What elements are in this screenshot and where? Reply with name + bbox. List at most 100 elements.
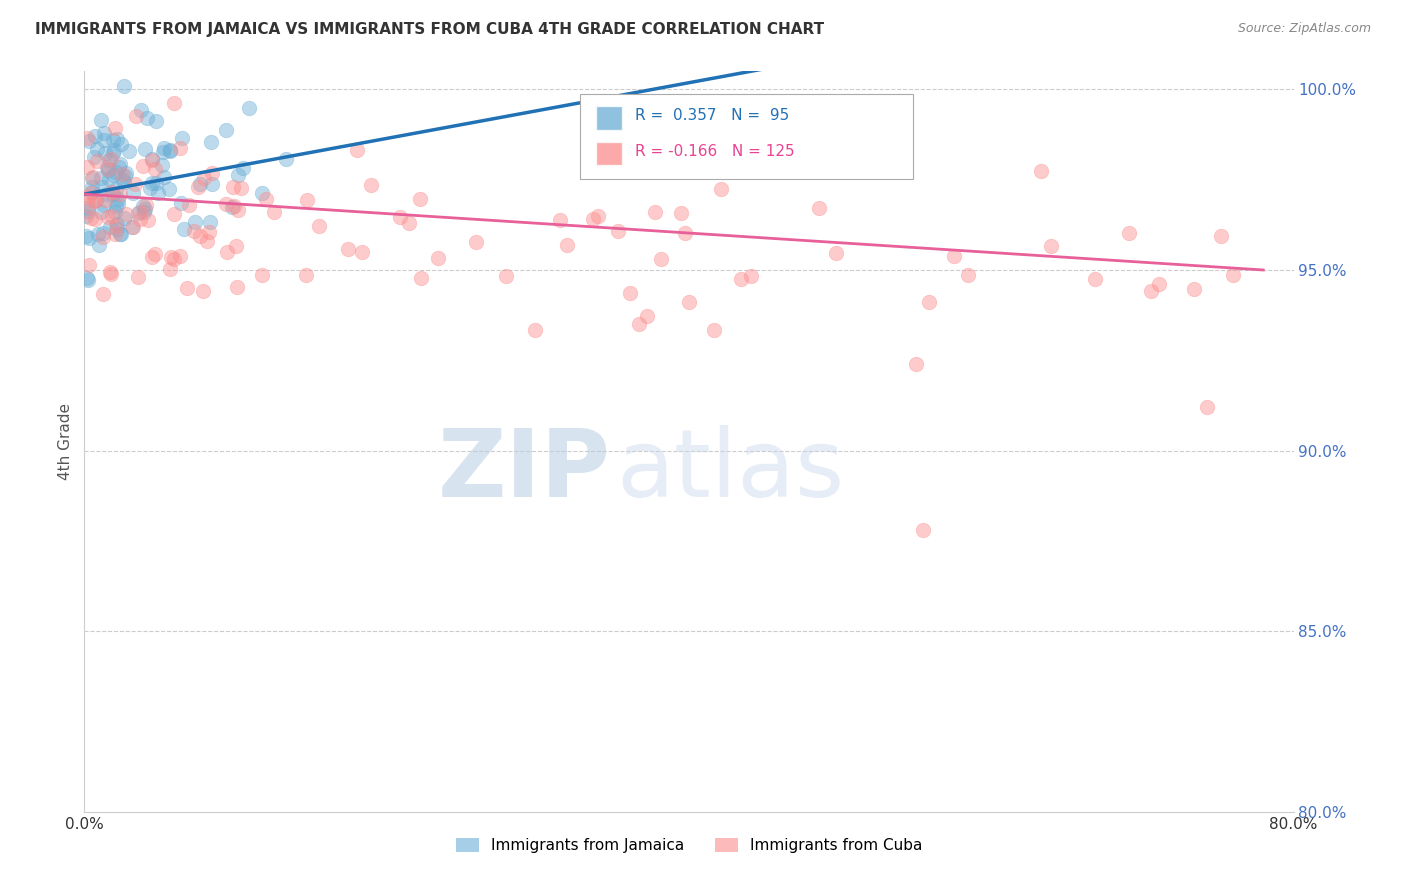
Point <box>141 250 163 264</box>
Point <box>276 152 298 166</box>
Point <box>193 170 215 185</box>
Point <box>170 131 193 145</box>
Point <box>87 227 110 242</box>
Point <box>101 185 124 199</box>
Point <box>112 211 135 226</box>
Point <box>740 268 762 283</box>
Point <box>145 114 167 128</box>
Point <box>107 161 129 175</box>
Point <box>93 126 115 140</box>
Point <box>408 192 430 206</box>
Point <box>162 252 184 267</box>
Point <box>198 215 221 229</box>
Text: ZIP: ZIP <box>437 425 610 517</box>
Point <box>86 142 108 156</box>
Point <box>191 285 214 299</box>
Point <box>524 322 547 336</box>
Point <box>143 162 166 177</box>
FancyBboxPatch shape <box>581 94 912 178</box>
Point <box>98 220 121 235</box>
Point <box>1118 226 1140 240</box>
Point <box>132 159 155 173</box>
Point <box>93 287 115 301</box>
Point <box>77 190 100 204</box>
Point <box>132 199 155 213</box>
Point <box>619 286 641 301</box>
Point <box>943 249 966 263</box>
Point <box>114 169 136 183</box>
Point <box>136 111 159 125</box>
Point <box>163 95 186 110</box>
Point <box>157 182 180 196</box>
Point <box>138 181 160 195</box>
Point <box>398 216 420 230</box>
Point <box>90 171 112 186</box>
Point <box>346 144 368 158</box>
Point <box>221 180 243 194</box>
Point <box>159 143 181 157</box>
Point <box>411 271 433 285</box>
Point <box>107 192 129 206</box>
Point <box>215 196 238 211</box>
Point <box>83 194 105 208</box>
Point <box>215 245 238 260</box>
Point <box>104 219 127 233</box>
Point <box>132 205 155 219</box>
Point <box>136 213 159 227</box>
Point <box>129 103 152 117</box>
Point <box>115 207 138 221</box>
Point <box>198 225 221 239</box>
Point <box>710 182 733 196</box>
Point <box>122 186 145 201</box>
Text: atlas: atlas <box>616 425 845 517</box>
Point <box>957 268 980 283</box>
Point <box>1182 282 1205 296</box>
Point <box>153 141 176 155</box>
Point <box>586 209 609 223</box>
Point <box>127 206 149 220</box>
Point <box>76 130 98 145</box>
Point <box>80 211 103 225</box>
Point <box>107 197 129 211</box>
Point <box>254 192 277 206</box>
Point <box>250 186 273 200</box>
Point <box>1084 272 1107 286</box>
Point <box>226 168 249 182</box>
Point <box>263 204 285 219</box>
Point <box>97 210 120 224</box>
Point <box>91 226 114 240</box>
Point <box>105 217 128 231</box>
Point <box>80 185 103 199</box>
Point <box>122 220 145 235</box>
Point <box>1222 268 1244 282</box>
Point <box>427 252 450 266</box>
Text: IMMIGRANTS FROM JAMAICA VS IMMIGRANTS FROM CUBA 4TH GRADE CORRELATION CHART: IMMIGRANTS FROM JAMAICA VS IMMIGRANTS FR… <box>35 22 824 37</box>
Point <box>904 357 927 371</box>
Point <box>110 136 132 151</box>
Point <box>297 193 319 207</box>
Point <box>94 146 117 161</box>
Text: R = -0.166   N = 125: R = -0.166 N = 125 <box>634 144 794 159</box>
Point <box>112 173 135 187</box>
Point <box>250 268 273 282</box>
Point <box>97 162 120 177</box>
Point <box>101 146 124 161</box>
Point <box>84 194 107 208</box>
Point <box>229 181 252 195</box>
Point <box>124 178 146 192</box>
Point <box>90 113 112 128</box>
Point <box>703 323 725 337</box>
Point <box>75 209 97 223</box>
Point <box>110 227 132 242</box>
Point <box>337 243 360 257</box>
Point <box>163 207 186 221</box>
Point <box>127 270 149 285</box>
Point <box>644 204 666 219</box>
Point <box>730 271 752 285</box>
Point <box>225 239 247 253</box>
Point <box>606 223 628 237</box>
Point <box>104 120 127 135</box>
FancyBboxPatch shape <box>596 142 623 165</box>
Point <box>1029 163 1052 178</box>
Point <box>105 131 128 145</box>
